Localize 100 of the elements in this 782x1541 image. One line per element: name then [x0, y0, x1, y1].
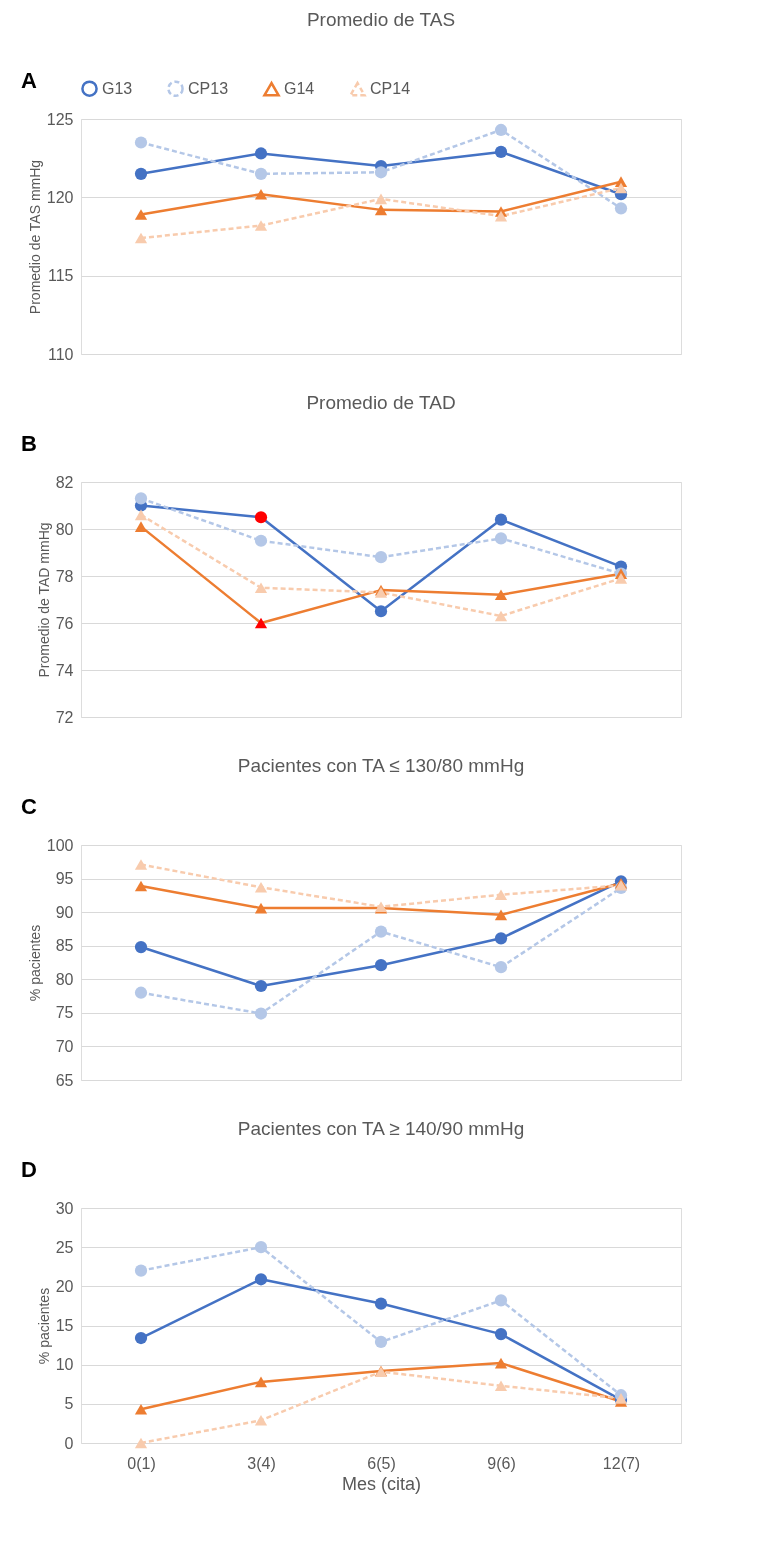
legend-label: G14 — [284, 80, 315, 98]
point — [134, 986, 148, 999]
point — [134, 521, 148, 532]
x-tick-label: 3(4) — [247, 1454, 276, 1472]
point — [254, 979, 268, 993]
point — [494, 532, 508, 545]
chart-title: Promedio de TAD — [306, 392, 456, 413]
y-tick-label: 95 — [55, 870, 74, 888]
point — [254, 882, 268, 893]
y-tick-label: 5 — [64, 1395, 74, 1413]
point — [374, 166, 388, 179]
legend-label: G13 — [102, 79, 133, 97]
chart-title: Pacientes con TA ≤ 130/80 mmHg — [237, 755, 525, 776]
y-tick-label: 70 — [55, 1037, 74, 1055]
point — [374, 193, 388, 205]
point — [134, 136, 148, 149]
point — [374, 1297, 388, 1310]
text: C — [21, 794, 37, 819]
point — [494, 1380, 508, 1392]
point — [134, 880, 148, 892]
point — [494, 1357, 508, 1369]
y-tick-label: 10 — [55, 1356, 74, 1374]
chart-title: Promedio de TAS — [306, 9, 456, 30]
point — [134, 492, 148, 505]
y-tick-label: 15 — [55, 1317, 74, 1334]
point — [254, 511, 268, 524]
point — [254, 188, 268, 200]
point — [254, 582, 268, 594]
y-tick-label: 65 — [55, 1071, 74, 1089]
point — [494, 123, 508, 137]
point — [134, 940, 148, 954]
point — [134, 232, 148, 244]
point — [134, 1404, 148, 1415]
x-tick-label: 9(6) — [487, 1454, 516, 1472]
point — [134, 1331, 148, 1345]
point — [494, 610, 508, 622]
y-tick-label: 20 — [55, 1277, 74, 1295]
point — [134, 167, 148, 180]
y-tick-label: 120 — [46, 188, 74, 206]
point — [134, 859, 148, 870]
point — [494, 513, 508, 526]
point — [374, 551, 388, 564]
point — [374, 959, 388, 972]
legend-label: CP14 — [370, 80, 411, 98]
y-axis-title: Promedio de TAD mmHg — [35, 522, 52, 678]
point — [494, 889, 508, 900]
x-tick-label: 6(5) — [367, 1454, 396, 1472]
y-tick-label: 25 — [55, 1238, 74, 1256]
y-tick-label: 85 — [55, 937, 74, 955]
point — [494, 210, 508, 222]
y-axis-title: Promedio de TAS mmHg — [26, 159, 43, 315]
y-tick-label: 80 — [55, 520, 74, 538]
y-tick-label: 76 — [55, 614, 74, 632]
y-tick-label: 100 — [46, 836, 74, 854]
point — [134, 209, 148, 220]
x-tick-label: 12(7) — [602, 1454, 641, 1472]
point — [254, 617, 268, 629]
text: A — [21, 68, 37, 93]
point — [374, 605, 388, 618]
chart-title: Pacientes con TA ≥ 140/90 mmHg — [237, 1118, 525, 1139]
point — [494, 909, 508, 921]
y-tick-label: 78 — [55, 567, 74, 585]
text: D — [21, 1157, 37, 1182]
x-tick-label: 0(1) — [127, 1454, 156, 1472]
y-tick-label: 72 — [55, 708, 74, 726]
point — [254, 1376, 268, 1388]
legend-label: CP13 — [188, 79, 229, 97]
point — [614, 182, 628, 194]
point — [494, 932, 508, 945]
point — [254, 902, 268, 914]
point — [374, 204, 388, 216]
point — [254, 167, 268, 180]
point — [494, 589, 508, 601]
point — [374, 925, 388, 938]
point — [614, 573, 628, 584]
y-tick-label: 0 — [64, 1434, 74, 1452]
y-tick-label: 75 — [55, 1004, 74, 1022]
y-axis-title: % pacientes — [35, 1287, 52, 1365]
point — [374, 1335, 388, 1349]
point — [254, 220, 268, 231]
y-tick-label: 90 — [55, 903, 74, 921]
y-tick-label: 80 — [55, 970, 74, 988]
point — [614, 202, 628, 215]
text: B — [21, 431, 37, 456]
y-tick-label: 110 — [47, 345, 74, 363]
point — [254, 1241, 268, 1254]
point — [134, 509, 148, 521]
point — [134, 1264, 148, 1277]
point — [494, 1294, 508, 1307]
y-tick-label: 30 — [55, 1199, 74, 1217]
point — [254, 1273, 268, 1286]
y-axis-title: % pacientes — [26, 924, 43, 1002]
y-tick-label: 74 — [55, 661, 74, 679]
y-tick-label: 82 — [55, 473, 74, 491]
y-tick-label: 125 — [46, 110, 74, 128]
point — [254, 1414, 268, 1426]
point — [494, 145, 508, 159]
point — [494, 1328, 508, 1341]
point — [254, 1007, 268, 1020]
point — [254, 147, 268, 160]
